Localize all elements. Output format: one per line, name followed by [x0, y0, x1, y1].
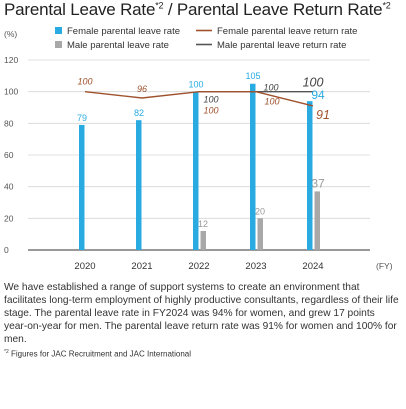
bar-male-leave-2023: [257, 218, 263, 250]
y-tick-label-40: 40: [4, 182, 14, 192]
y-tick-label-20: 20: [4, 213, 14, 223]
chart-title: Parental Leave Rate*2 / Parental Leave R…: [4, 0, 391, 20]
bar-female-leave-2020: [79, 124, 85, 250]
label-female-leave-2022: 100: [188, 80, 203, 90]
footnote: *2 Figures for JAC Recruitment and JAC I…: [4, 349, 191, 359]
footnote-mark: *2: [4, 349, 9, 355]
label-female-return-2020: 100: [77, 77, 92, 87]
legend-female-leave-label: Female parental leave rate: [67, 26, 180, 37]
line-female-return: [84, 90, 314, 107]
x-tick-label-2023: 2023: [245, 261, 266, 272]
title-footnote-mark-1: *2: [155, 0, 164, 11]
footnote-text: Figures for JAC Recruitment and JAC Inte…: [8, 349, 192, 359]
bar-female-leave-2023: [250, 83, 256, 250]
y-tick-label-0: 0: [4, 245, 9, 255]
y-tick-label-120: 120: [4, 55, 18, 65]
bar-female-leave-2021: [136, 120, 142, 251]
title-separator: / Parental Leave Return Rate: [163, 0, 383, 19]
x-tick-label-2020: 2020: [74, 261, 95, 272]
bar-line-chart: 0 20 40 60 80 100 120 (%) 2020 2021 2022 2023 2024 (F…: [4, 26, 393, 272]
label-female-return-2022: 100: [203, 106, 218, 116]
legend-male-leave-label: Male parental leave rate: [67, 40, 169, 51]
bar-male-leave-2024: [314, 191, 320, 250]
label-female-return-2023: 100: [264, 97, 279, 107]
label-male-leave-2022: 12: [198, 219, 208, 229]
label-male-return-2023: 100: [263, 83, 278, 93]
y-tick-label-60: 60: [4, 150, 14, 160]
y-unit-label: (%): [4, 29, 17, 39]
title-main: Parental Leave Rate: [4, 0, 156, 19]
title-footnote-mark-2: *2: [382, 0, 391, 11]
label-female-leave-2024: 94: [311, 88, 325, 102]
label-male-return-2022: 100: [203, 95, 218, 105]
label-female-leave-2021: 82: [134, 108, 144, 118]
legend-female-return-label: Female parental leave return rate: [217, 26, 357, 37]
legend-female-leave-swatch: [55, 27, 62, 34]
label-male-leave-2024: 37: [311, 176, 325, 190]
legend-male-leave-swatch: [55, 41, 62, 48]
label-female-return-2021: 96: [137, 84, 147, 94]
x-tick-label-2021: 2021: [131, 261, 152, 272]
label-male-leave-2023: 20: [255, 206, 265, 216]
label-female-leave-2023: 105: [245, 71, 260, 81]
description-text: We have established a range of support s…: [4, 282, 399, 345]
label-female-return-2024: 91: [316, 108, 330, 122]
bar-male-leave-2022: [200, 231, 206, 250]
label-female-leave-2020: 79: [77, 113, 87, 123]
y-tick-label-80: 80: [4, 118, 14, 128]
x-unit-label: (FY): [376, 261, 393, 271]
bar-female-leave-2022: [193, 91, 199, 251]
y-tick-label-100: 100: [4, 87, 18, 97]
label-male-return-2024: 100: [303, 76, 324, 90]
x-tick-label-2024: 2024: [302, 261, 323, 272]
x-tick-label-2022: 2022: [188, 261, 209, 272]
bar-female-leave-2024: [307, 101, 313, 251]
legend-male-return-label: Male parental leave return rate: [217, 40, 346, 51]
